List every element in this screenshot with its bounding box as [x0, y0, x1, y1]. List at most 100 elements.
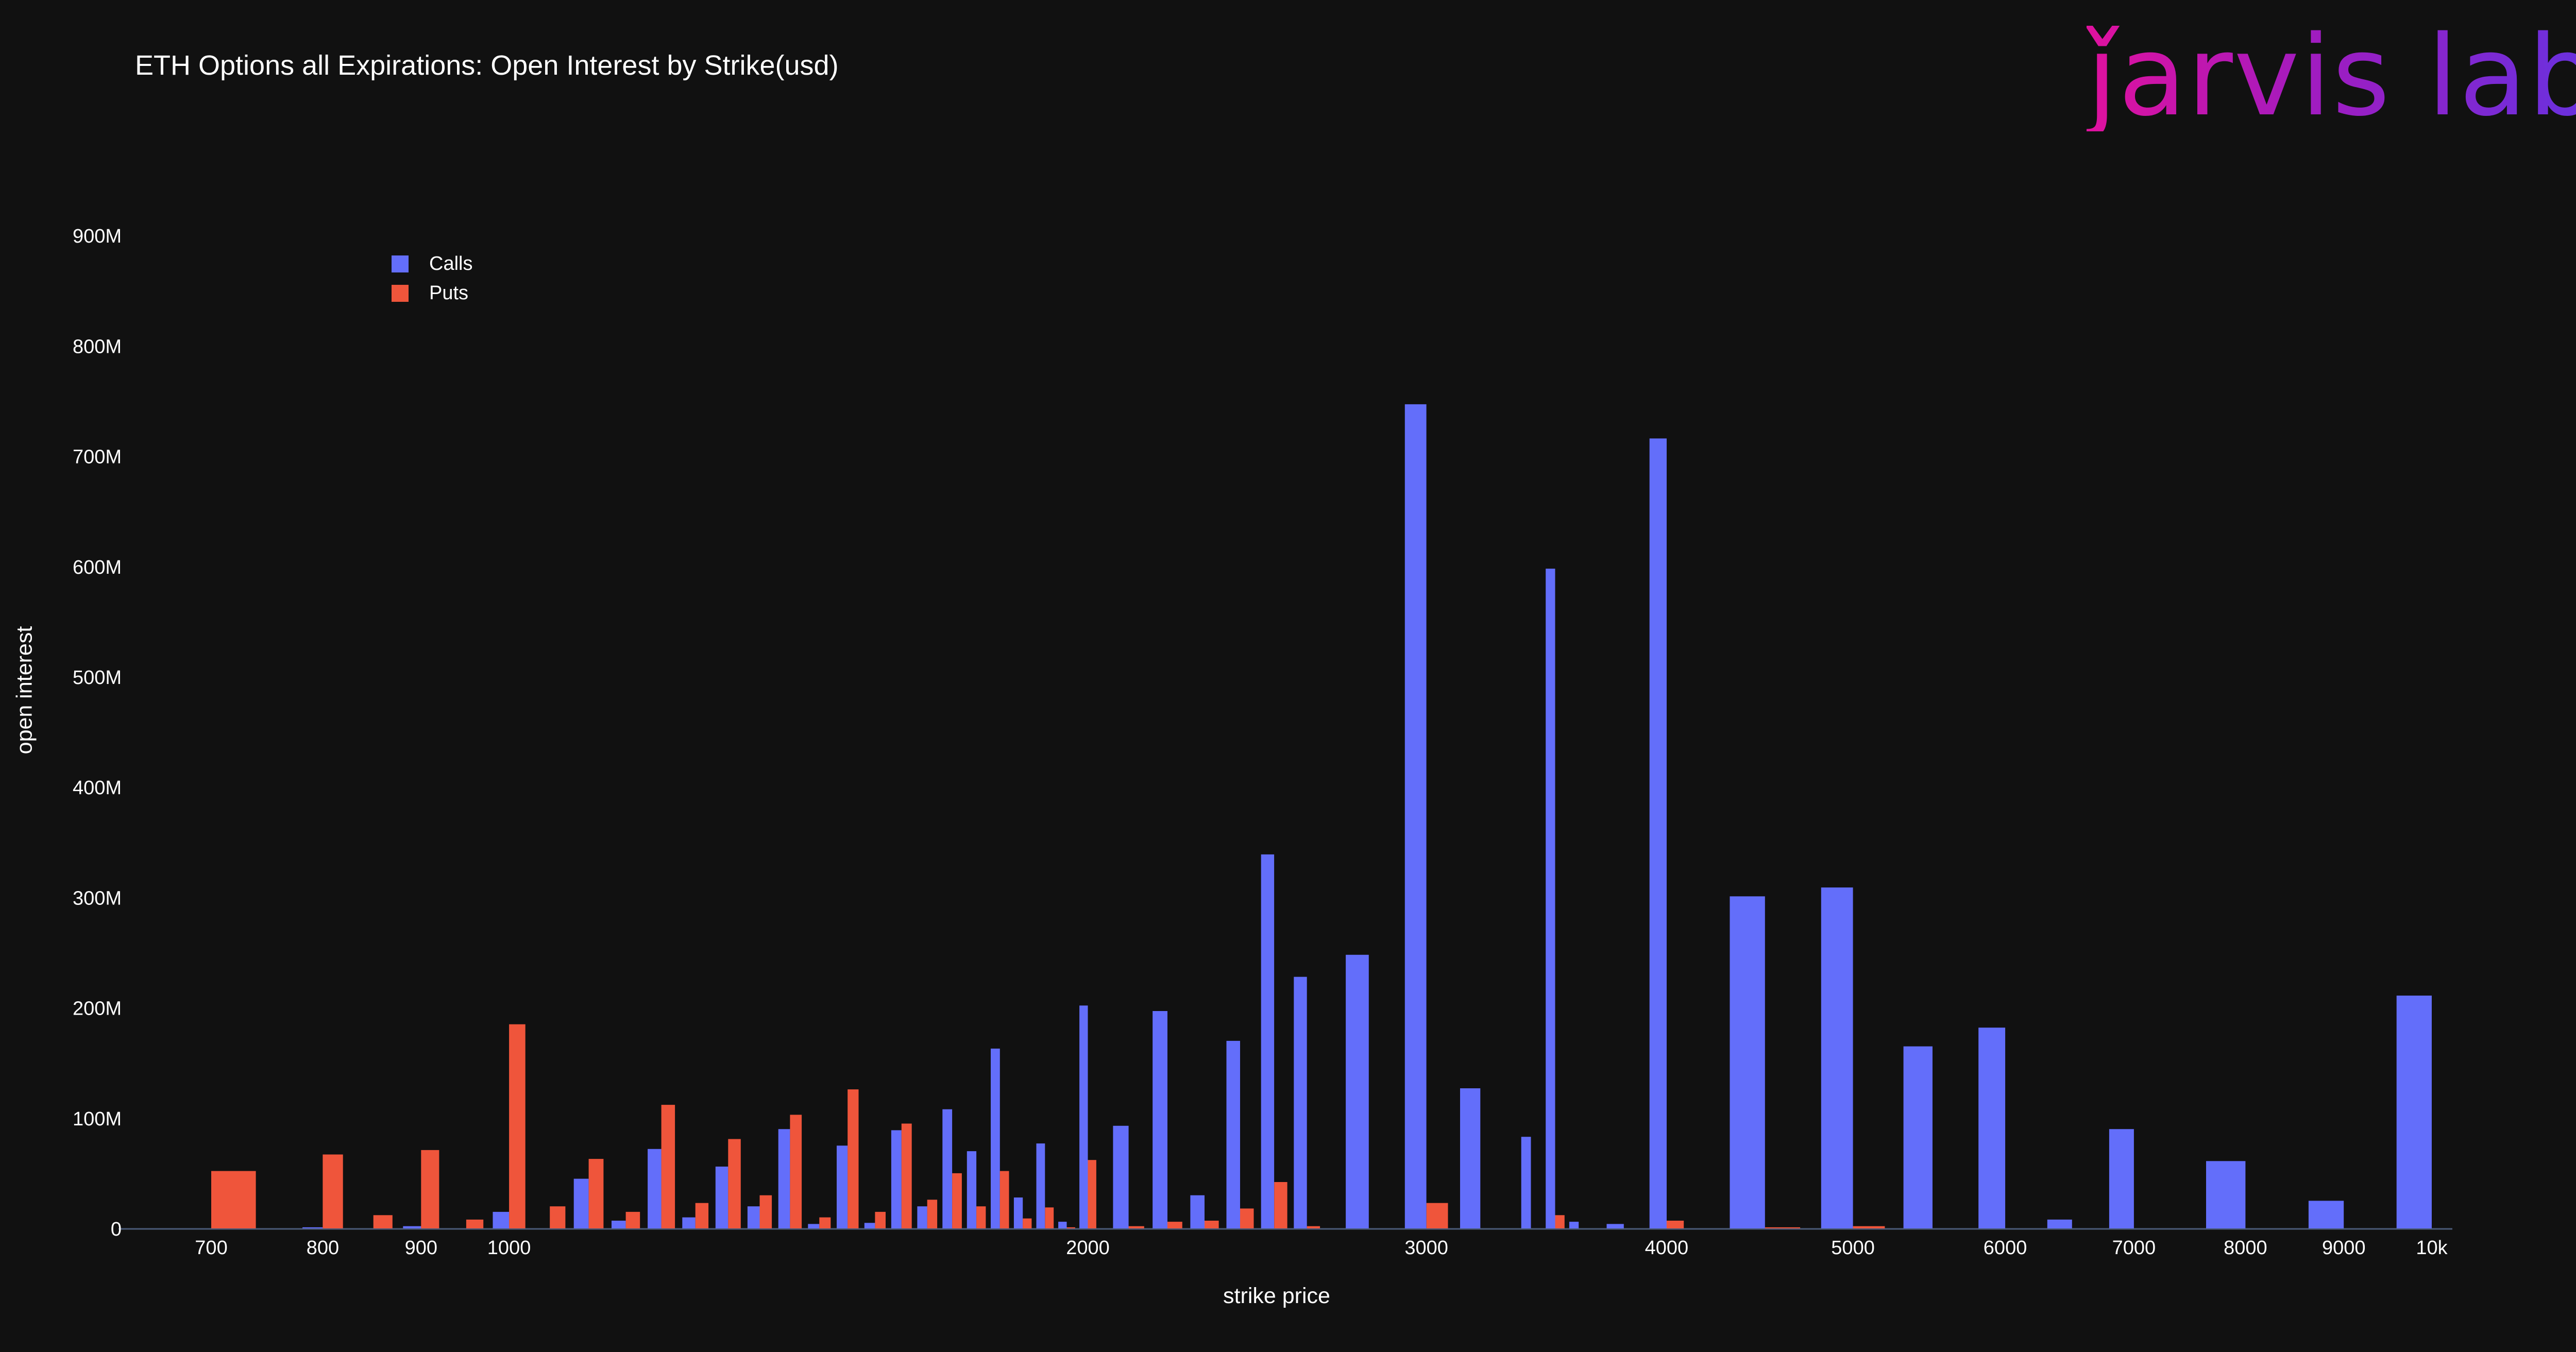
bar-calls-2600[interactable] [1294, 977, 1307, 1228]
bar-calls-1650[interactable] [917, 1206, 927, 1228]
bar-calls-1700[interactable] [942, 1109, 953, 1228]
bar-calls-2200[interactable] [1153, 1011, 1167, 1228]
bar-calls-2300[interactable] [1190, 1195, 1205, 1228]
bar-calls-10000[interactable] [2396, 996, 2432, 1228]
bar-calls-2400[interactable] [1226, 1040, 1241, 1228]
x-tick-label: 8000 [2224, 1237, 2267, 1259]
calls-swatch [392, 255, 409, 272]
y-tick-label: 200M [73, 998, 122, 1020]
bar-puts-700[interactable] [211, 1171, 256, 1228]
bar-calls-1450[interactable] [808, 1224, 820, 1228]
bar-calls-800[interactable] [302, 1227, 323, 1228]
bar-puts-3000[interactable] [1426, 1203, 1448, 1228]
bar-puts-1400[interactable] [790, 1115, 802, 1228]
y-tick-label: 900M [73, 226, 122, 247]
bar-puts-1300[interactable] [728, 1139, 741, 1229]
bar-puts-1500[interactable] [848, 1089, 859, 1228]
bar-puts-1150[interactable] [625, 1211, 640, 1228]
bar-calls-1550[interactable] [864, 1223, 875, 1228]
bar-calls-3500[interactable] [1546, 569, 1555, 1228]
bar-puts-1250[interactable] [695, 1203, 709, 1228]
bar-puts-5000[interactable] [1853, 1226, 1885, 1228]
bar-puts-2200[interactable] [1167, 1222, 1182, 1228]
bar-calls-2500[interactable] [1261, 854, 1275, 1228]
bar-puts-3500[interactable] [1555, 1215, 1565, 1228]
x-tick-label: 3000 [1404, 1237, 1448, 1259]
bar-calls-2800[interactable] [1346, 954, 1369, 1228]
bar-puts-900[interactable] [421, 1150, 439, 1228]
bar-puts-1800[interactable] [999, 1171, 1009, 1228]
bar-puts-2100[interactable] [1128, 1226, 1144, 1228]
bar-calls-1600[interactable] [891, 1130, 902, 1228]
y-tick-label: 700M [73, 447, 122, 468]
bar-puts-1850[interactable] [1023, 1218, 1032, 1228]
bar-calls-4000[interactable] [1649, 438, 1667, 1228]
bar-calls-1950[interactable] [1058, 1222, 1067, 1228]
bar-puts-1900[interactable] [1045, 1207, 1054, 1228]
bar-puts-1350[interactable] [759, 1195, 772, 1228]
bar-calls-1000[interactable] [493, 1211, 510, 1228]
x-tick-label: 1000 [487, 1237, 531, 1259]
legend-item-calls[interactable]: Calls [392, 249, 472, 279]
bar-puts-2500[interactable] [1274, 1182, 1287, 1228]
bar-puts-950[interactable] [466, 1219, 484, 1228]
bar-calls-6000[interactable] [1978, 1028, 2006, 1228]
x-tick-label: 4000 [1645, 1237, 1689, 1259]
bar-calls-7000[interactable] [2109, 1129, 2134, 1228]
legend-label-calls: Calls [429, 253, 473, 275]
bar-calls-1850[interactable] [1013, 1197, 1023, 1228]
bar-puts-1600[interactable] [901, 1123, 912, 1229]
bar-calls-9000[interactable] [2308, 1201, 2344, 1228]
bar-puts-4000[interactable] [1666, 1221, 1684, 1228]
bar-calls-3200[interactable] [1460, 1088, 1481, 1228]
bar-puts-850[interactable] [373, 1215, 393, 1228]
bar-puts-1650[interactable] [927, 1200, 938, 1228]
bar-puts-1950[interactable] [1066, 1227, 1075, 1228]
jarvis-labs-logo: ǰarvis labs [2087, 21, 2576, 131]
bar-calls-1100[interactable] [573, 1178, 589, 1228]
y-tick-label: 500M [73, 667, 122, 689]
bar-calls-1150[interactable] [612, 1221, 626, 1228]
bar-puts-1050[interactable] [550, 1206, 566, 1228]
bar-puts-1200[interactable] [661, 1105, 675, 1228]
bar-calls-1900[interactable] [1036, 1143, 1045, 1228]
x-tick-label: 7000 [2112, 1237, 2156, 1259]
bar-calls-1200[interactable] [648, 1149, 662, 1228]
bar-puts-2300[interactable] [1205, 1221, 1219, 1228]
bar-calls-1250[interactable] [682, 1217, 696, 1228]
bar-calls-1350[interactable] [747, 1206, 760, 1228]
x-tick-label: 9000 [2322, 1237, 2366, 1259]
bar-calls-3600[interactable] [1569, 1222, 1579, 1228]
bar-calls-1500[interactable] [837, 1145, 848, 1228]
bar-puts-2000[interactable] [1088, 1160, 1096, 1228]
bar-calls-6500[interactable] [2047, 1219, 2072, 1228]
bar-calls-1750[interactable] [967, 1151, 977, 1228]
bar-calls-3400[interactable] [1521, 1137, 1531, 1228]
bar-puts-2400[interactable] [1240, 1208, 1254, 1228]
bar-puts-800[interactable] [323, 1154, 343, 1229]
bar-calls-4500[interactable] [1730, 896, 1765, 1228]
x-tick-label: 5000 [1831, 1237, 1875, 1259]
x-tick-label: 2000 [1066, 1237, 1110, 1259]
bar-puts-1750[interactable] [976, 1206, 986, 1228]
bar-puts-2600[interactable] [1307, 1226, 1320, 1228]
bar-puts-1450[interactable] [819, 1217, 831, 1228]
bar-puts-1100[interactable] [588, 1159, 604, 1228]
bar-calls-3000[interactable] [1404, 404, 1427, 1228]
bar-calls-3800[interactable] [1606, 1224, 1624, 1228]
bar-puts-4500[interactable] [1765, 1227, 1801, 1228]
bar-calls-8000[interactable] [2206, 1161, 2246, 1228]
bar-calls-2000[interactable] [1079, 1005, 1088, 1228]
bar-calls-5500[interactable] [1903, 1046, 1933, 1228]
legend-item-puts[interactable]: Puts [392, 279, 472, 308]
bar-calls-1400[interactable] [778, 1129, 790, 1228]
bar-calls-2100[interactable] [1113, 1125, 1129, 1228]
bar-puts-1700[interactable] [952, 1173, 962, 1228]
bar-puts-1550[interactable] [875, 1211, 886, 1228]
bar-calls-1300[interactable] [715, 1167, 728, 1228]
bar-calls-5000[interactable] [1821, 887, 1853, 1228]
bar-calls-900[interactable] [403, 1226, 421, 1228]
bar-puts-1000[interactable] [509, 1024, 526, 1228]
bar-calls-1800[interactable] [991, 1048, 1000, 1228]
